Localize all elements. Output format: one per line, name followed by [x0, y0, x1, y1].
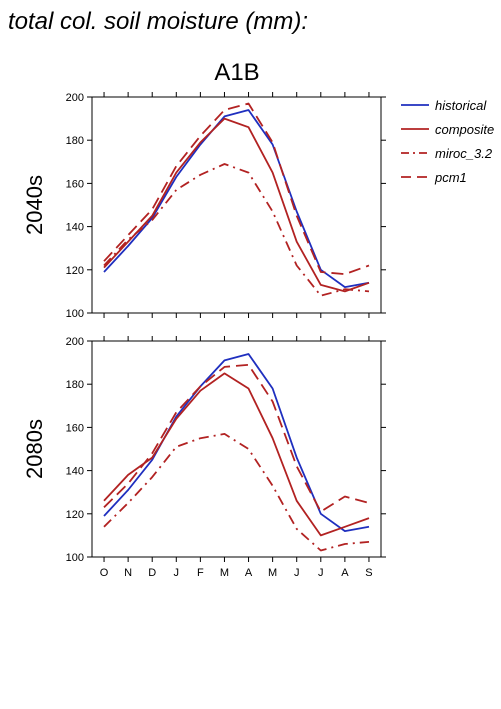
panel-2080s: 100 120 140 160 180 200 O N D J F M A M J J A S 2080s [22, 336, 386, 579]
series-line-historical [103, 353, 370, 532]
panel-2040s: 100 120 140 160 180 200 2040s [22, 92, 386, 320]
x-tick-label: A [245, 567, 253, 579]
series-line-pcm1 [103, 102, 370, 276]
x-tick-label: J [174, 567, 180, 579]
series-line-composite [103, 372, 370, 537]
x-tick-label: O [100, 567, 109, 579]
x-tick-label: M [220, 567, 229, 579]
legend-label: composite [435, 122, 494, 137]
series-line-historical [103, 109, 370, 289]
panel-label: 2080s [22, 419, 47, 479]
series-line-miroc-3-2 [103, 163, 370, 297]
y-tick-label: 180 [66, 379, 84, 391]
y-tick-label: 120 [66, 265, 84, 277]
legend-label: miroc_3.2 [435, 146, 493, 161]
x-tick-label: J [294, 567, 300, 579]
y-tick-label: 160 [66, 178, 84, 190]
legend: historical composite miroc_3.2 pcm1 [401, 98, 494, 185]
y-tick-label: 200 [66, 92, 84, 104]
x-tick-label: J [318, 567, 324, 579]
series-line-composite [103, 117, 370, 293]
plot-frame [91, 96, 382, 314]
y-tick-label: 140 [66, 466, 84, 478]
x-tick-label: S [365, 567, 372, 579]
y-tick-label: 140 [66, 222, 84, 234]
y-tick-label: 120 [66, 509, 84, 521]
series-line-miroc-3-2 [103, 432, 370, 552]
y-tick-label: 160 [66, 422, 84, 434]
x-tick-label: D [148, 567, 156, 579]
legend-label: pcm1 [434, 170, 467, 185]
x-tick-label: M [268, 567, 277, 579]
page-title: total col. soil moisture (mm): [8, 8, 309, 35]
x-tick-label: N [124, 567, 132, 579]
panels: 100 120 140 160 180 200 2040s 100 120 140 160 180 20… [22, 92, 386, 579]
plot-frame [91, 340, 382, 558]
legend-label: historical [435, 98, 487, 113]
panel-label: 2040s [22, 175, 47, 235]
y-tick-label: 180 [66, 135, 84, 147]
y-tick-label: 200 [66, 336, 84, 348]
x-tick-label: A [341, 567, 349, 579]
series-line-pcm1 [103, 363, 370, 513]
x-tick-label: F [197, 567, 204, 579]
y-tick-label: 100 [66, 308, 84, 320]
scenario-label: A1B [214, 59, 259, 86]
y-tick-label: 100 [66, 552, 84, 564]
